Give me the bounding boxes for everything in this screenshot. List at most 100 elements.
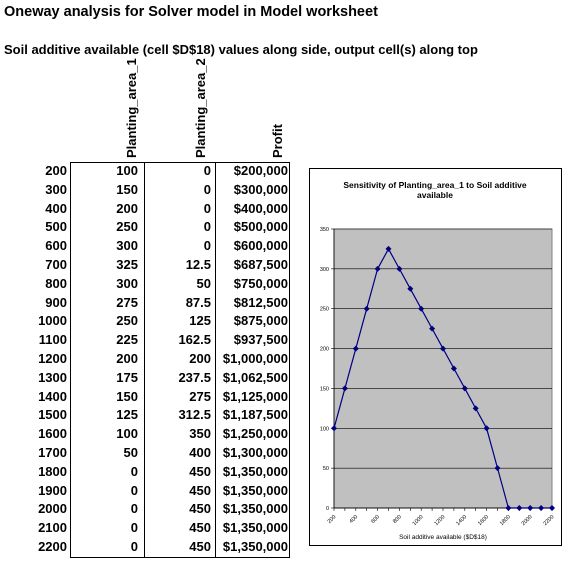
row-label: 1800 [38, 463, 67, 479]
x-tick-label: 1400 [455, 514, 468, 527]
table-cell-profit: $1,000,000 [222, 351, 288, 366]
table-cell-planting-area-1: 325 [116, 257, 138, 272]
y-tick-label: 200 [320, 347, 329, 353]
table-cell-planting-area-2: 87.5 [185, 294, 211, 310]
table-cell-planting-area-2: 450 [189, 501, 211, 517]
table-cell-profit: $1,062,500 [222, 369, 288, 385]
data-point [396, 265, 403, 272]
y-tick-label: 50 [323, 466, 329, 472]
column-divider [144, 163, 145, 557]
column-header-planting-area-1: Planting_area_1 [124, 58, 139, 158]
data-point [429, 325, 436, 332]
row-label: 2000 [38, 501, 67, 517]
table-cell-profit: $875,000 [233, 313, 288, 329]
x-tick-label: 1000 [412, 514, 425, 527]
row-label: 2100 [38, 520, 67, 536]
table-cell-planting-area-1: 50 [123, 445, 138, 460]
y-tick-label: 350 [320, 227, 329, 233]
table-cell-planting-area-2: 125 [189, 313, 211, 329]
data-table-frame [70, 162, 290, 558]
table-cell-planting-area-1: 300 [116, 238, 138, 254]
table-cell-planting-area-2: 275 [189, 388, 211, 404]
data-point [440, 345, 446, 352]
table-cell-profit: $750,000 [233, 275, 288, 291]
row-label: 700 [45, 257, 67, 272]
table-cell-planting-area-1: 0 [130, 482, 138, 498]
row-label: 1900 [38, 482, 67, 498]
table-cell-profit: $1,300,000 [222, 445, 288, 460]
table-cell-planting-area-1: 200 [116, 351, 138, 366]
table-cell-profit: $1,350,000 [222, 482, 288, 498]
row-label: 300 [45, 181, 67, 197]
data-point [505, 505, 512, 511]
page-title: Oneway analysis for Solver model in Mode… [4, 4, 378, 20]
table-cell-planting-area-2: 12.5 [185, 257, 211, 272]
table-cell-planting-area-2: 450 [189, 463, 211, 479]
data-point [331, 425, 337, 432]
x-tick-label: 600 [370, 514, 381, 525]
x-axis-label: Soil additive available ($D$18) [399, 534, 487, 541]
x-tick-label: 800 [392, 514, 403, 525]
row-label: 1400 [38, 388, 67, 404]
row-label: 1600 [38, 426, 67, 442]
data-point [352, 345, 359, 352]
data-point [527, 505, 534, 511]
row-label: 2200 [38, 539, 67, 554]
x-tick-label: 1600 [477, 514, 490, 527]
table-cell-planting-area-2: 200 [189, 351, 211, 366]
table-cell-planting-area-2: 0 [203, 238, 211, 254]
x-tick-label: 2200 [543, 514, 556, 527]
table-cell-planting-area-1: 0 [130, 463, 138, 479]
row-label: 1700 [38, 445, 67, 460]
table-cell-planting-area-2: 0 [203, 219, 211, 235]
x-tick-label: 1800 [499, 514, 512, 527]
table-cell-planting-area-1: 250 [116, 219, 138, 235]
table-cell-planting-area-1: 150 [116, 181, 138, 197]
x-tick-label: 200 [327, 514, 338, 525]
data-point [494, 465, 501, 472]
row-label: 1300 [38, 369, 67, 385]
table-cell-planting-area-1: 0 [130, 501, 138, 517]
y-tick-label: 300 [320, 267, 329, 273]
row-label: 1100 [38, 332, 67, 348]
table-cell-planting-area-2: 450 [189, 539, 211, 554]
table-cell-planting-area-1: 275 [116, 294, 138, 310]
row-label: 1000 [38, 313, 67, 329]
table-cell-planting-area-1: 100 [116, 426, 138, 442]
table-cell-planting-area-2: 450 [189, 520, 211, 536]
table-cell-profit: $687,500 [233, 257, 288, 272]
data-point [407, 285, 414, 292]
data-point [538, 505, 545, 511]
table-cell-planting-area-1: 150 [116, 388, 138, 404]
data-point [341, 385, 348, 392]
table-cell-profit: $600,000 [233, 238, 288, 254]
table-cell-planting-area-2: 0 [203, 200, 211, 216]
table-cell-profit: $400,000 [233, 200, 288, 216]
table-cell-planting-area-2: 162.5 [178, 332, 211, 348]
table-cell-profit: $1,350,000 [222, 539, 288, 554]
table-cell-planting-area-2: 400 [189, 445, 211, 460]
row-label: 900 [45, 294, 67, 310]
table-cell-planting-area-2: 50 [196, 275, 211, 291]
data-point [374, 265, 381, 272]
table-cell-profit: $1,125,000 [222, 388, 288, 404]
table-cell-profit: $937,500 [233, 332, 288, 348]
data-point [472, 405, 479, 412]
y-tick-label: 250 [320, 307, 329, 313]
y-tick-label: 150 [320, 386, 329, 392]
row-label: 1200 [38, 351, 67, 366]
row-label: 1500 [38, 407, 67, 423]
table-cell-profit: $1,250,000 [222, 426, 288, 442]
x-tick-label: 2000 [521, 514, 534, 527]
table-cell-profit: $1,187,500 [222, 407, 288, 423]
table-cell-planting-area-1: 200 [116, 200, 138, 216]
row-label: 500 [45, 219, 67, 235]
sensitivity-chart: Sensitivity of Planting_area_1 to Soil a… [320, 180, 556, 541]
data-point [516, 505, 523, 511]
table-cell-profit: $1,350,000 [222, 463, 288, 479]
y-tick-label: 0 [326, 506, 329, 512]
row-label: 400 [45, 200, 67, 216]
data-point [385, 245, 392, 252]
plot-area [333, 228, 553, 509]
data-point [450, 365, 457, 372]
